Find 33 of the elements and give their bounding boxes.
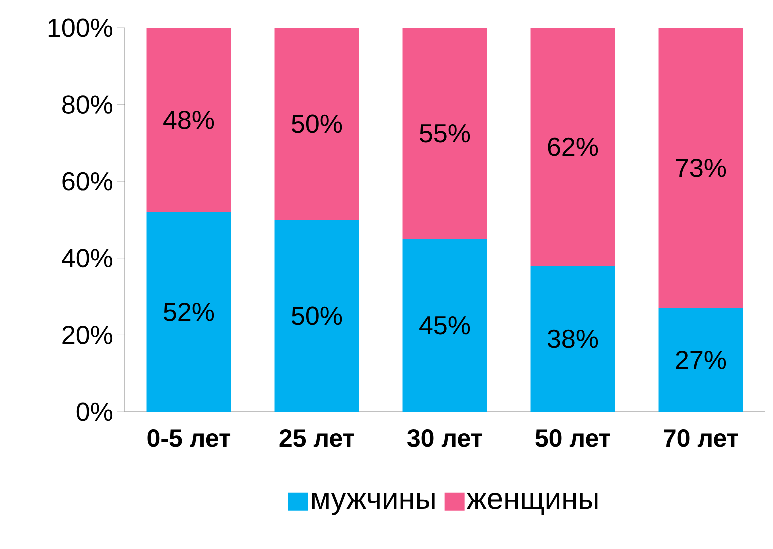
- data-label: 48%: [164, 110, 214, 130]
- x-tick-label: 0-5 лет: [148, 430, 231, 448]
- bar: [402, 239, 488, 412]
- bar: [658, 308, 744, 412]
- x-tick-label: 30 лет: [408, 430, 482, 448]
- data-label: 38%: [548, 330, 598, 348]
- y-tick-label: 80%: [62, 96, 113, 114]
- x-tick-label: 70 лет: [664, 430, 738, 448]
- data-label: 62%: [548, 138, 598, 156]
- data-label: 52%: [164, 302, 214, 322]
- legend-label: мужчины: [312, 493, 435, 516]
- bar: [402, 28, 488, 240]
- bar: [274, 220, 360, 412]
- bar: [146, 212, 232, 412]
- data-label: 50%: [292, 114, 342, 134]
- data-label: 73%: [676, 158, 726, 178]
- y-tick-label: 60%: [62, 172, 113, 191]
- y-tick-label: 40%: [62, 249, 113, 268]
- bar: [146, 28, 232, 212]
- y-tick-label: 100%: [48, 18, 113, 38]
- bar: [274, 28, 360, 220]
- x-tick-label: 25 лет: [280, 430, 354, 448]
- data-label: 50%: [292, 306, 342, 326]
- data-label: 55%: [420, 124, 470, 143]
- bar: [530, 266, 616, 412]
- bar: [658, 28, 744, 308]
- legend-label: женщины: [466, 493, 598, 516]
- data-label: 45%: [420, 316, 470, 335]
- x-tick-label: 50 лет: [536, 430, 610, 448]
- data-label: 27%: [676, 351, 726, 370]
- y-tick-label: 20%: [62, 326, 113, 344]
- bar: [530, 28, 616, 266]
- y-tick-label: 0%: [76, 402, 113, 422]
